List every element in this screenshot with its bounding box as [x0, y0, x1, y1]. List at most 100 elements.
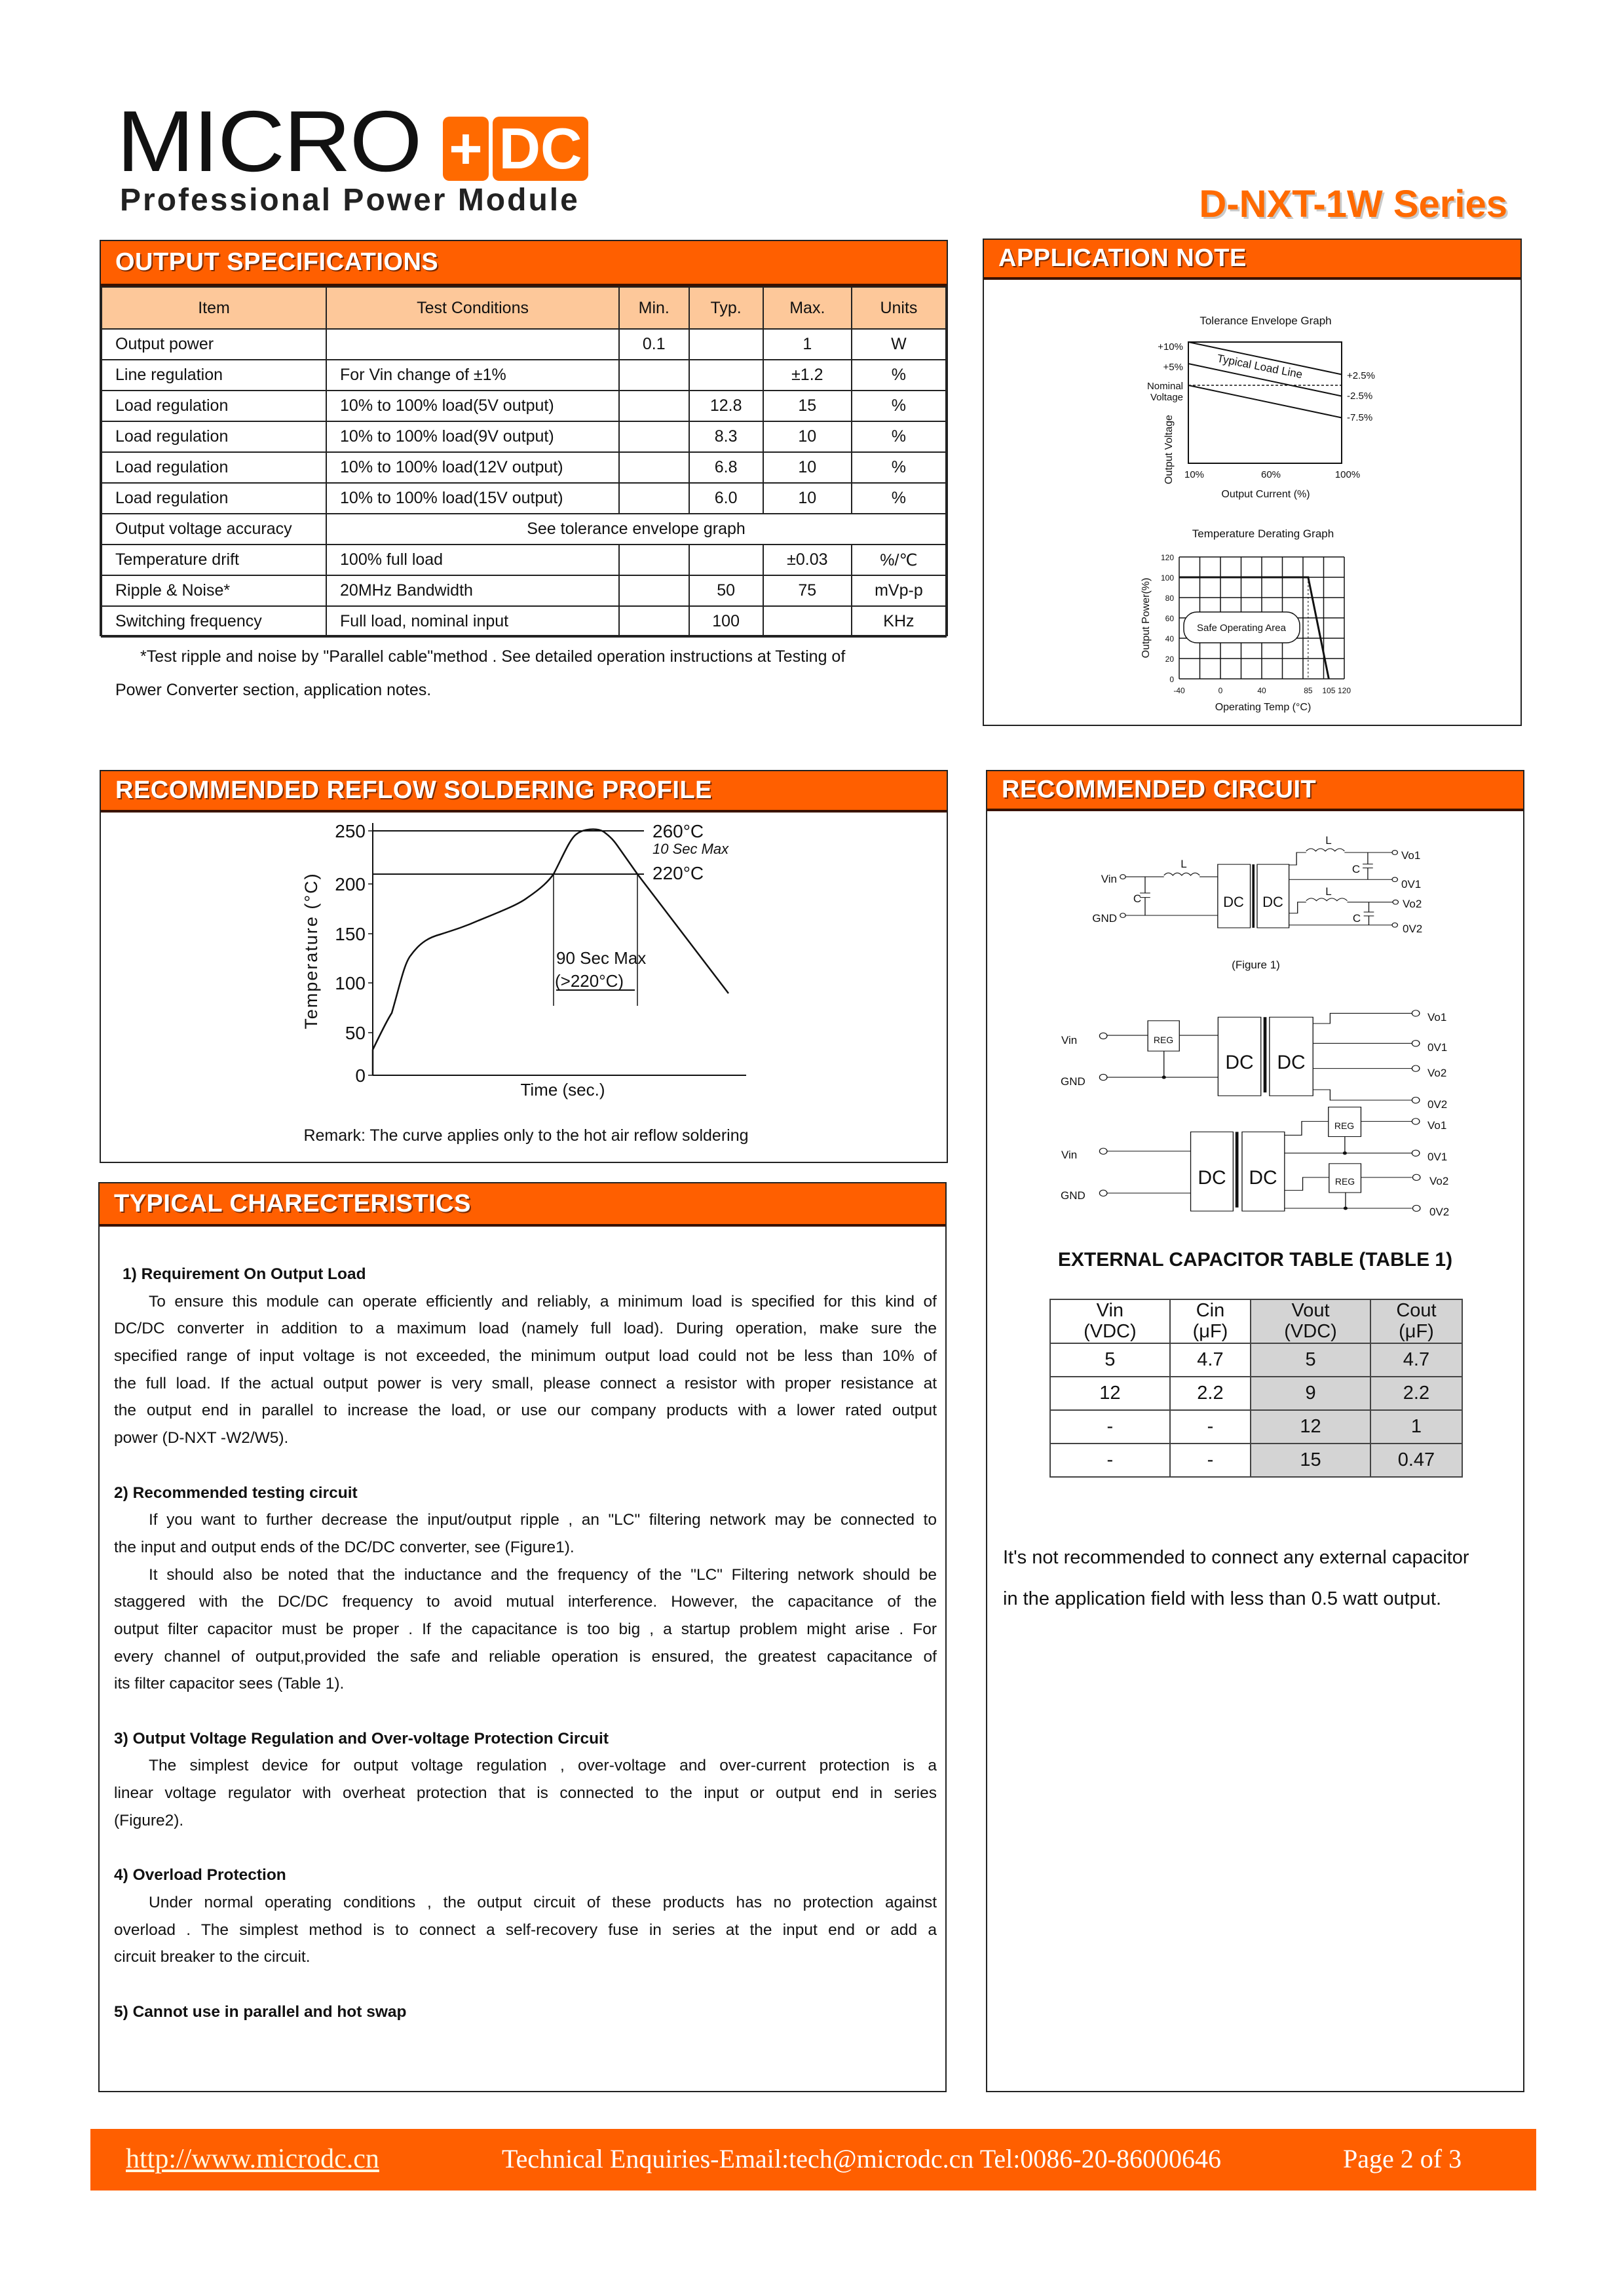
paragraph-line: the full load. If the actual output powe… — [114, 1374, 937, 1392]
table-cell: 10% to 100% load(12V output) — [326, 451, 620, 484]
window-sub-label: (>220°C) — [555, 971, 624, 991]
table-cell: 4.7 — [1169, 1343, 1252, 1377]
recommended-circuit-panel: RECOMMENDED CIRCUIT — [986, 770, 1524, 2092]
paragraph-line: It should also be noted that the inducta… — [149, 1565, 937, 1584]
y-tick-label: 250 — [335, 821, 366, 841]
dc-block-label: DC — [1223, 894, 1244, 910]
figure-2-input-regulator-circuit — [1099, 1010, 1420, 1104]
y-label: +10% — [1158, 341, 1183, 353]
table-row: Ripple & Noise* 20MHz Bandwidth 50 75 mVp-p — [100, 575, 947, 607]
table-cell: KHz — [850, 605, 947, 638]
vo1-terminal-label: Vo1 — [1427, 1011, 1446, 1024]
table-cell: 6.8 — [688, 451, 764, 484]
table-cell — [618, 482, 690, 514]
dc-block-label: DC — [1225, 1052, 1253, 1073]
vo2-terminal-label: Vo2 — [1403, 898, 1422, 910]
website-link[interactable]: http://www.microdc.cn — [126, 2144, 379, 2174]
tolerance-line — [1188, 363, 1342, 397]
table-row: - -12 1 — [1049, 1409, 1463, 1444]
typical-characteristics-text: 1) Requirement On Output Load To ensure t… — [114, 1261, 937, 2025]
section-heading: 2) Recommended testing circuit — [114, 1483, 358, 1502]
inductor-label: L — [1325, 885, 1331, 898]
x-tick: 40 — [1257, 686, 1266, 695]
table-cell: - — [1169, 1409, 1252, 1444]
table-cell: - — [1169, 1443, 1252, 1478]
capacitor-label: C — [1353, 912, 1361, 925]
capacitor-table-title: EXTERNAL CAPACITOR TABLE (TABLE 1) — [1057, 1249, 1453, 1271]
y-label: Nominal — [1147, 381, 1183, 392]
table-cell: Switching frequency — [100, 605, 328, 638]
table-cell — [618, 421, 690, 453]
reflow-profile-panel: RECOMMENDED REFLOW SOLDERING PROFILE 250… — [100, 770, 948, 1163]
graph-title: Tolerance Envelope Graph — [1199, 315, 1331, 327]
x-axis-title: Operating Temp (°C) — [1215, 702, 1312, 713]
table-cell: 12 — [1250, 1409, 1371, 1444]
table-cell: Load regulation — [100, 451, 328, 484]
dc-block-label: DC — [1198, 1167, 1226, 1189]
x-tick: 0 — [1218, 686, 1223, 695]
x-axis-title: Output Current (%) — [1221, 489, 1310, 500]
table-cell: - — [1049, 1443, 1171, 1478]
logo-accent: DC — [493, 117, 588, 181]
section-heading: 4) Overload Protection — [114, 1866, 286, 1885]
paragraph-line: If you want to further decrease the inpu… — [149, 1511, 937, 1529]
table-cell: 12 — [1049, 1376, 1171, 1411]
spec-footnote-line: *Test ripple and noise by "Parallel cabl… — [140, 647, 846, 666]
paragraph-line: To ensure this module can operate effici… — [149, 1292, 937, 1311]
table-cell: mVp-p — [850, 575, 947, 607]
safe-area-label: Safe Operating Area — [1197, 622, 1287, 634]
ov2-terminal-label: 0V2 — [1429, 1206, 1449, 1218]
column-header: Vin (VDC) — [1049, 1299, 1171, 1344]
paragraph-line: the input and output ends of the DC/DC c… — [114, 1538, 575, 1556]
y-label: +5% — [1163, 362, 1183, 373]
paragraph-line: output filter capacitor must be proper .… — [114, 1620, 937, 1638]
page-number: Page 2 of 3 — [1343, 2144, 1462, 2173]
table-cell: 1 — [762, 328, 852, 360]
table-cell — [762, 605, 852, 638]
reflow-curve — [371, 828, 729, 1075]
reg-block-label: REG — [1335, 1176, 1355, 1187]
table-row: 5 4.7 5 4.7 — [1049, 1343, 1463, 1377]
load-line-label: Typical Load Line — [1216, 352, 1304, 381]
reg-block-label: REG — [1334, 1120, 1354, 1131]
paragraph-line: every channel of output,provided the saf… — [114, 1647, 937, 1666]
table-cell — [326, 328, 620, 360]
table-cell — [688, 544, 764, 576]
x-tick: -40 — [1173, 686, 1185, 695]
table-row: Output voltage accuracy See tolerance env… — [100, 513, 947, 545]
contact-info: Technical Enquiries-Email:tech@microdc.c… — [502, 2144, 1221, 2173]
inductor-label: L — [1180, 858, 1186, 870]
x-tick: 60% — [1261, 469, 1281, 480]
series-title: D-NXT-1W Series — [1199, 183, 1507, 225]
capacitor-label: C — [1133, 892, 1141, 905]
x-tick: 10% — [1184, 469, 1204, 480]
section-heading: 1) Requirement On Output Load — [123, 1265, 366, 1283]
peak-label: 260°C — [652, 821, 704, 841]
external-capacitor-table: Vin (VDC) Cin (μF) Vout (VDC) Cout (μF) 5 4.7 5 4.7… — [1049, 1299, 1463, 1478]
logo-dc-mark: + DC — [443, 117, 588, 181]
gnd-terminal-label: GND — [1092, 912, 1117, 925]
table-cell: 12.8 — [688, 390, 764, 422]
table-cell: Ripple & Noise* — [100, 575, 328, 607]
y-tick-label: 150 — [335, 924, 366, 944]
paragraph-line: Under normal operating conditions , the … — [149, 1893, 937, 1911]
paragraph-line: staggered with the DC/DC frequency to av… — [114, 1593, 937, 1611]
table-cell: % — [850, 451, 947, 484]
liquidus-label: 220°C — [652, 863, 704, 883]
table-cell — [618, 451, 690, 484]
typical-characteristics-panel: TYPICAL CHARECTERISTICS — [98, 1182, 947, 2092]
plot-frame — [1188, 341, 1342, 464]
y-axis-title: Output Voltage — [1163, 415, 1175, 484]
ov1-terminal-label: 0V1 — [1427, 1151, 1447, 1163]
y-tick-label: 50 — [345, 1023, 366, 1043]
dc-block-label: DC — [1249, 1167, 1277, 1189]
vo2-terminal-label: Vo2 — [1429, 1175, 1448, 1187]
spec-table: Item Test Conditions Min. Typ. Max. Units Outp… — [100, 286, 947, 638]
table-cell: Temperature drift — [100, 544, 328, 576]
vin-terminal-label: Vin — [1101, 873, 1117, 885]
paragraph-line: linear voltage regulator with overheat p… — [114, 1784, 937, 1803]
table-cell: 5 — [1250, 1343, 1371, 1377]
table-cell: 5 — [1049, 1343, 1171, 1377]
figure-2-output-regulator-circuit — [1099, 1106, 1421, 1212]
gnd-terminal-label: GND — [1061, 1075, 1086, 1088]
